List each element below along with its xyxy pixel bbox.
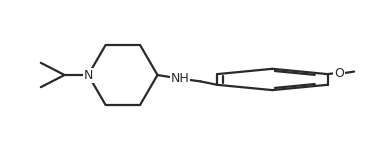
Text: N: N bbox=[83, 69, 93, 81]
Text: NH: NH bbox=[171, 72, 190, 85]
Text: O: O bbox=[334, 66, 344, 80]
